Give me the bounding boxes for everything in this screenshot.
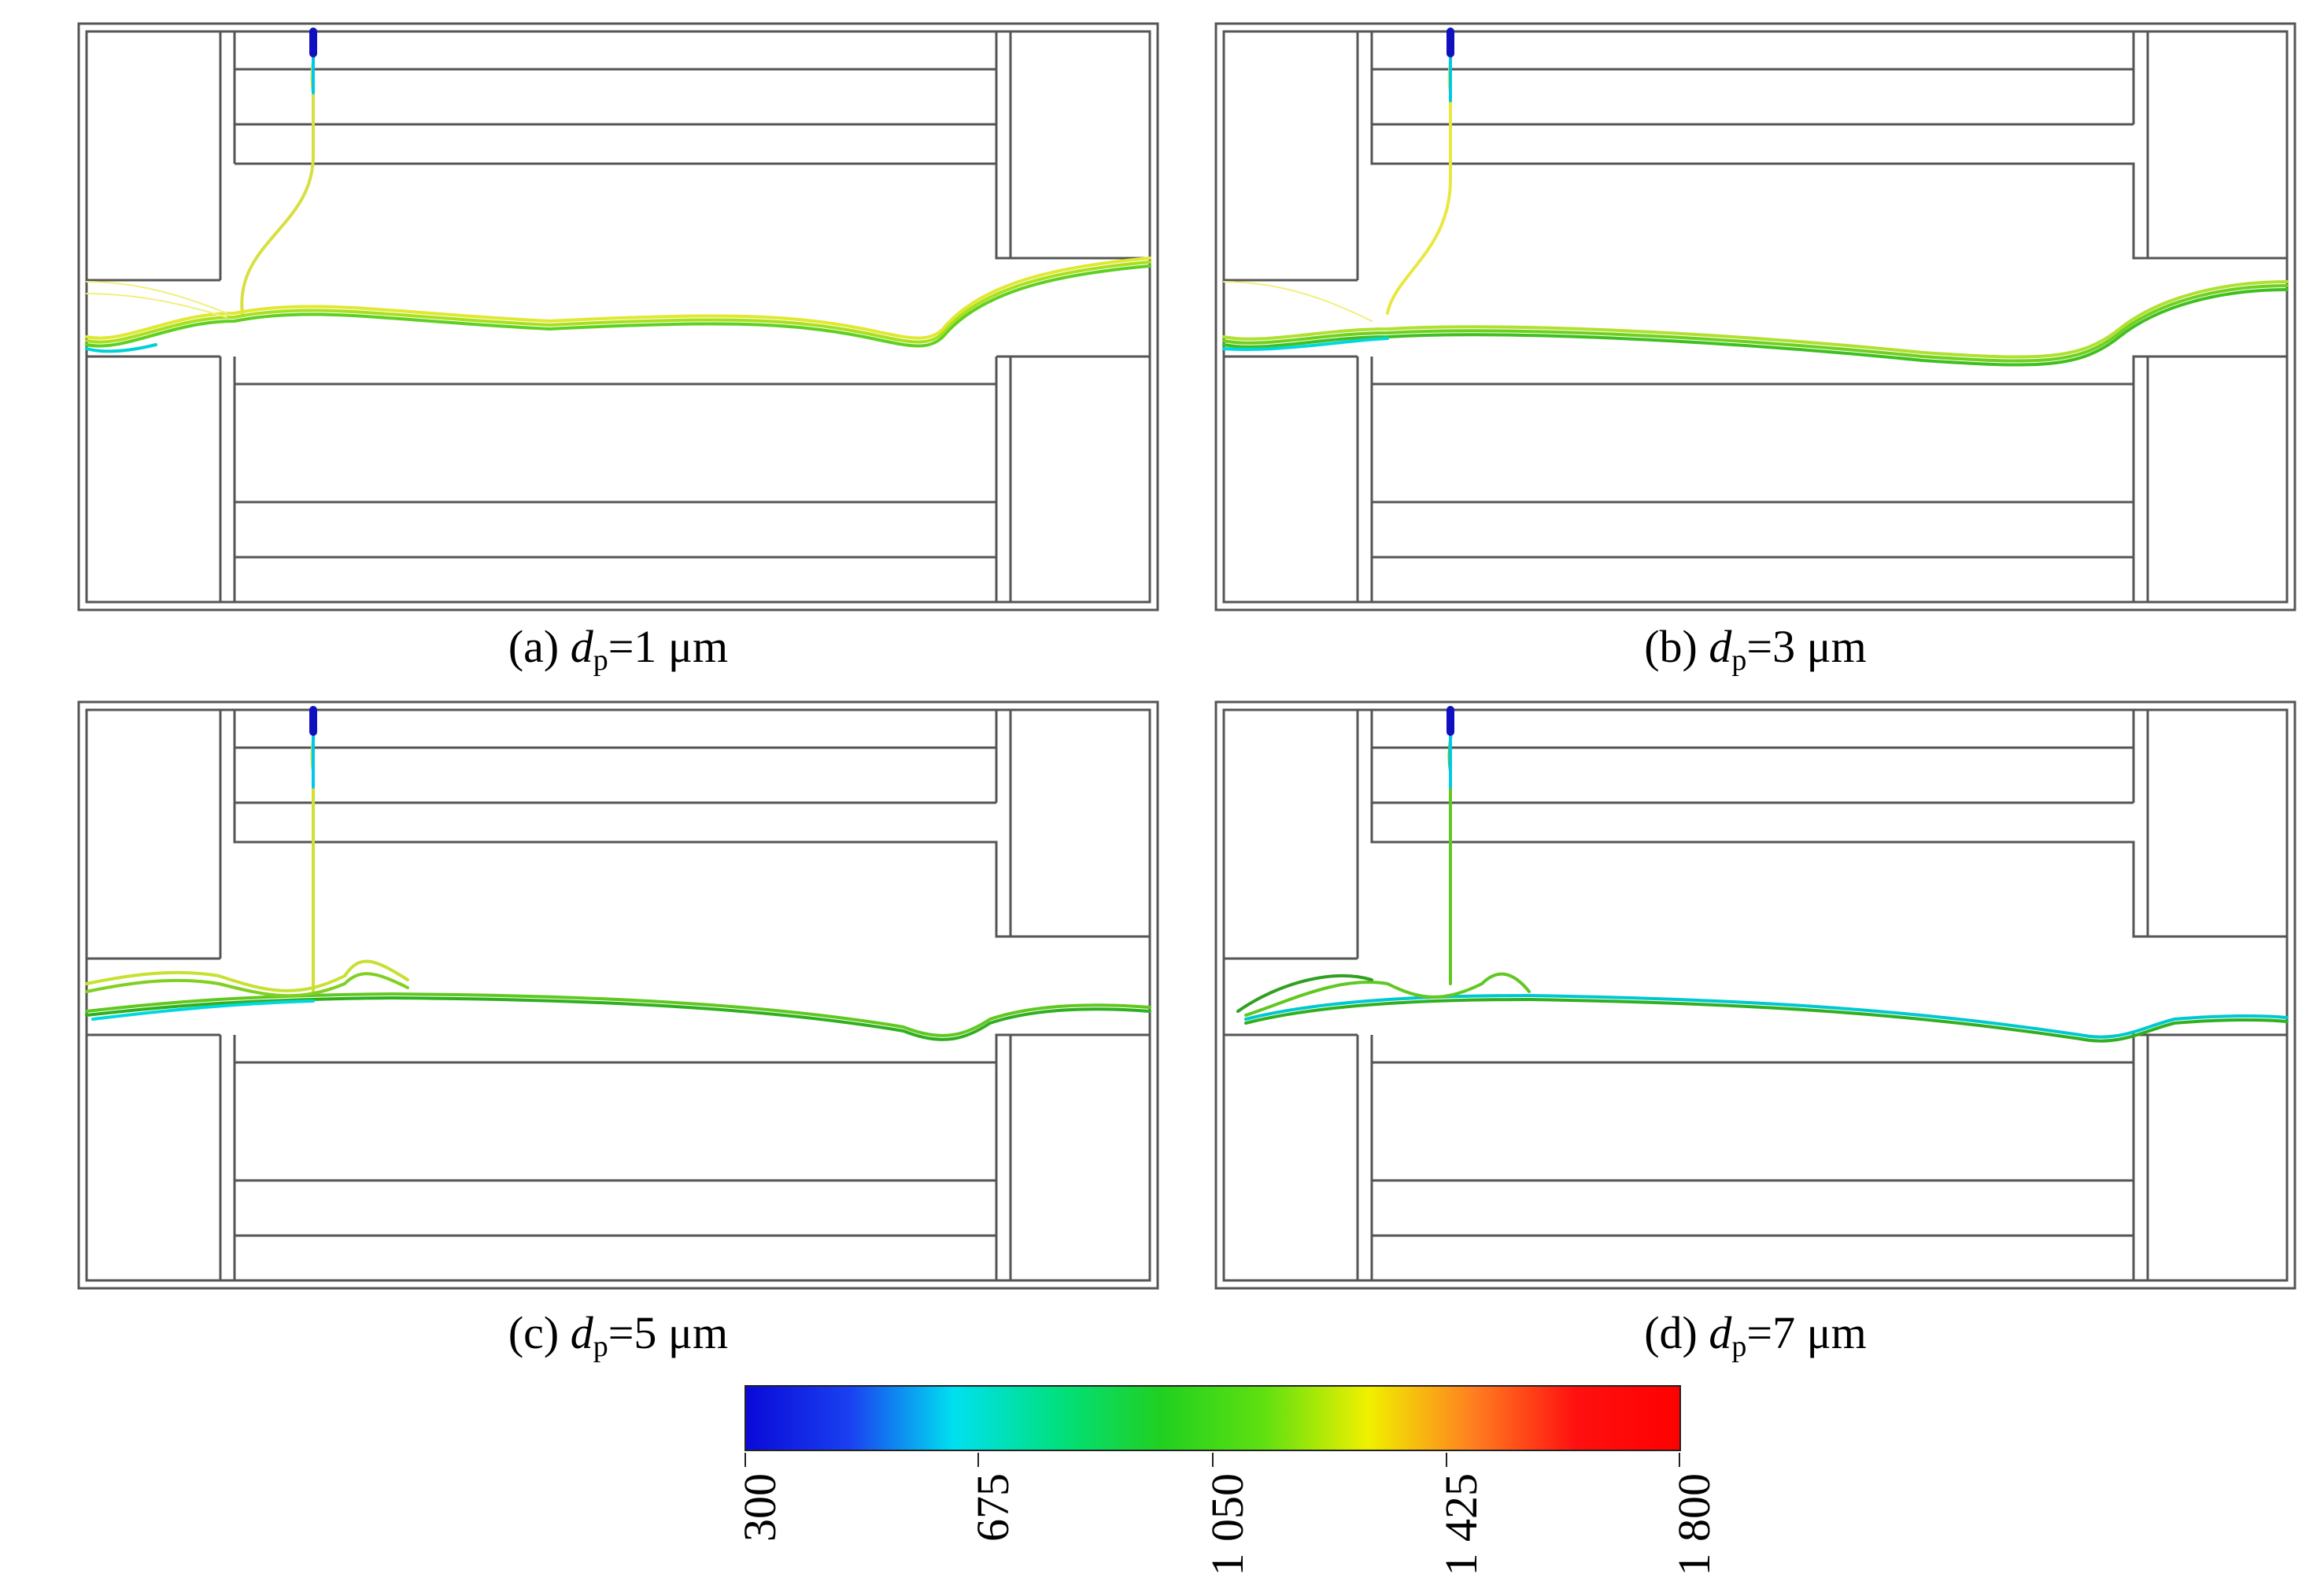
colorbar-label-1425: 1 425 xyxy=(1435,1473,1487,1576)
color-scale-bar xyxy=(744,1385,1681,1451)
panel-c xyxy=(77,700,1159,1291)
colorbar-tick xyxy=(977,1453,979,1467)
colorbar-label-1800: 1 800 xyxy=(1668,1473,1720,1576)
geometry-diagram-c xyxy=(77,700,1159,1290)
geometry-diagram-d xyxy=(1214,700,2296,1290)
colorbar-tick xyxy=(1446,1453,1447,1467)
caption-a: (a) dp=1 μm xyxy=(508,621,729,677)
colorbar-tick xyxy=(744,1453,746,1467)
geometry-diagram-a xyxy=(77,22,1159,611)
caption-b: (b) dp=3 μm xyxy=(1644,621,1867,677)
geometry-diagram-b xyxy=(1214,22,2296,611)
colorbar-label-300: 300 xyxy=(734,1473,785,1542)
caption-c: (c) dp=5 μm xyxy=(508,1307,729,1363)
panel-b xyxy=(1214,22,2296,612)
caption-d: (d) dp=7 μm xyxy=(1644,1307,1867,1363)
panel-d xyxy=(1214,700,2296,1291)
colorbar-tick xyxy=(1679,1453,1680,1467)
colorbar-tick xyxy=(1212,1453,1214,1467)
colorbar-label-675: 675 xyxy=(967,1473,1018,1542)
colorbar-label-1050: 1 050 xyxy=(1202,1473,1253,1576)
panel-a xyxy=(77,22,1159,612)
